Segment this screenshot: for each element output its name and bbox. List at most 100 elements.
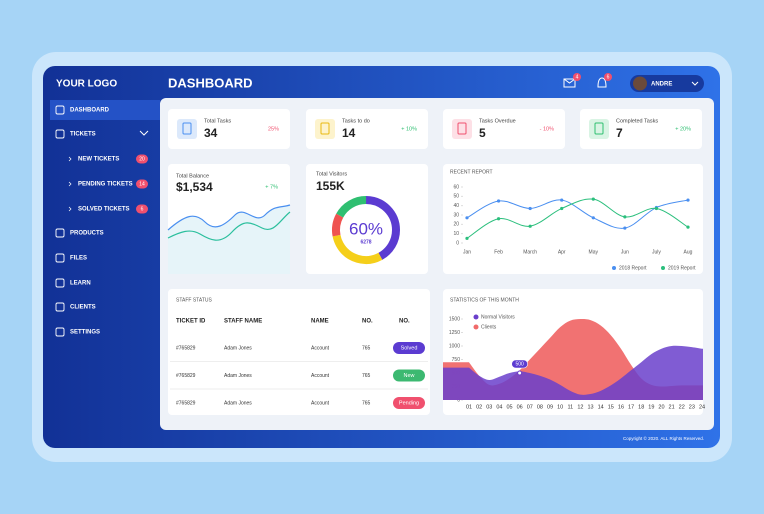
- legend-label: 2019 Report: [668, 265, 696, 271]
- stat-icon-glyph: [594, 122, 604, 135]
- x-tick-label: 06: [517, 404, 523, 410]
- stat-label: Tasks Overdue: [479, 118, 516, 124]
- table-header: NAME: [311, 319, 329, 325]
- menu-icon: [55, 253, 65, 263]
- donut-center: 60%: [349, 219, 383, 238]
- table-cell: Adam Jones: [224, 400, 252, 406]
- stat-value: 14: [342, 126, 356, 140]
- annotation-pill: [511, 359, 528, 369]
- donut-segment: [332, 196, 400, 264]
- stat-card: [306, 109, 428, 149]
- table-cell: Account: [311, 345, 330, 351]
- stat-icon: [589, 119, 609, 139]
- user-caret: [691, 81, 699, 86]
- annotation-dot: [517, 370, 523, 376]
- x-tick-label: 20: [658, 404, 664, 410]
- x-tick-label: Apr: [558, 249, 566, 255]
- menu-icon: [55, 129, 65, 139]
- stat-change: - 10%: [540, 126, 554, 132]
- stat-icon: [177, 119, 197, 139]
- line-point: [528, 224, 532, 228]
- y-tick-label: 30: [453, 212, 459, 218]
- x-tick-label: 05: [506, 404, 512, 410]
- menu-item[interactable]: FILES: [70, 256, 87, 262]
- y-tick-label: 60: [453, 184, 459, 190]
- status-text: Pending: [399, 400, 419, 406]
- line-point: [686, 225, 690, 229]
- submenu-item[interactable]: PENDING TICKETS: [78, 182, 133, 188]
- submenu-arrow: [68, 156, 72, 162]
- menu-item[interactable]: SETTINGS: [70, 330, 100, 336]
- menu-item[interactable]: CLIENTS: [70, 305, 96, 311]
- x-tick-label: 13: [588, 404, 594, 410]
- stat-icon: [315, 119, 335, 139]
- table-cell: #765829: [176, 345, 196, 351]
- chevron[interactable]: [139, 130, 149, 136]
- stat-card: [443, 109, 565, 149]
- table-cell: Adam Jones: [224, 373, 252, 379]
- area-series: [443, 345, 703, 400]
- table-header: NO.: [399, 319, 410, 325]
- chart-title: STATISTICS OF THIS MONTH: [450, 297, 519, 303]
- table-cell: #765829: [176, 373, 196, 379]
- status-pill[interactable]: [393, 342, 425, 354]
- count-badge-text: 14: [139, 181, 145, 187]
- x-tick-label: 11: [567, 404, 573, 410]
- y-tick-label: 20: [453, 222, 459, 228]
- table-cell: 765: [362, 345, 371, 351]
- user-menu[interactable]: [630, 75, 704, 92]
- mail-icon-flap: [563, 78, 576, 84]
- stat-label: Completed Tasks: [616, 118, 658, 124]
- bell-icon[interactable]: [597, 77, 607, 88]
- table-cell: Account: [311, 373, 330, 379]
- line-point: [623, 226, 627, 230]
- submenu-item[interactable]: SOLVED TICKETS: [78, 207, 130, 213]
- stat-label: Tasks to do: [342, 118, 370, 124]
- logo: YOUR LOGO: [56, 79, 117, 90]
- menu-item[interactable]: TICKETS: [70, 132, 96, 138]
- count-badge: [136, 204, 148, 214]
- x-tick-label: Jun: [621, 249, 629, 255]
- y-tick-label: 50: [453, 194, 459, 200]
- table-cell: 765: [362, 400, 371, 406]
- x-tick-label: 03: [486, 404, 492, 410]
- table-header: NO.: [362, 319, 373, 325]
- status-text: New: [403, 373, 414, 379]
- submenu-item[interactable]: NEW TICKETS: [78, 157, 119, 163]
- y-tick-label: 1000: [449, 343, 460, 349]
- submenu-arrow: [68, 181, 72, 187]
- table-cell: Adam Jones: [224, 345, 252, 351]
- menu-item[interactable]: PRODUCTS: [70, 231, 104, 237]
- table-header: TICKET ID: [176, 319, 206, 325]
- chart-title: RECENT REPORT: [450, 169, 493, 175]
- x-tick-label: 02: [476, 404, 482, 410]
- donut-sublabel: 6278: [360, 239, 371, 245]
- x-tick-label: 12: [577, 404, 583, 410]
- x-tick-label: Feb: [494, 249, 503, 255]
- line-point: [591, 197, 595, 201]
- x-tick-label: 22: [679, 404, 685, 410]
- y-tick-label: 10: [453, 231, 459, 237]
- x-tick-label: Jan: [463, 249, 471, 255]
- balance-label: Total Balance: [176, 173, 209, 179]
- menu-icon: [55, 302, 65, 312]
- x-tick-label: March: [523, 249, 537, 255]
- x-tick-label: 18: [638, 404, 644, 410]
- count-badge: [136, 154, 148, 164]
- stat-value: 7: [616, 126, 623, 140]
- menu-item[interactable]: LEARN: [70, 281, 91, 287]
- line-point: [465, 216, 469, 220]
- stat-icon-glyph: [320, 122, 330, 135]
- bell-badge-count: 6: [607, 74, 610, 80]
- y-tick-label: 1500: [449, 316, 460, 322]
- line-point: [465, 236, 469, 240]
- menu-item[interactable]: DASHBOARD: [70, 108, 110, 114]
- line-point: [496, 199, 501, 203]
- table-cell: 765: [362, 373, 371, 379]
- stat-value: 34: [204, 126, 218, 140]
- mail-icon[interactable]: [563, 78, 576, 88]
- status-pill[interactable]: [393, 369, 425, 382]
- active-menu[interactable]: [50, 100, 160, 120]
- status-pill[interactable]: [393, 397, 425, 409]
- footer: Copyright © 2020. ALL Rights Reserved.: [623, 435, 704, 441]
